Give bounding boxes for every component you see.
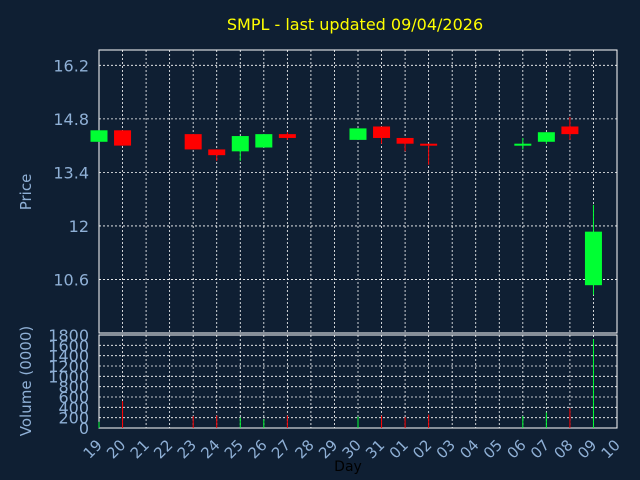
candle-body bbox=[514, 143, 532, 146]
x-tick-label: 24 bbox=[197, 436, 223, 462]
x-tick-label: 10 bbox=[598, 436, 624, 462]
x-tick-label: 09 bbox=[574, 436, 600, 462]
candles bbox=[90, 116, 602, 295]
candle-body bbox=[537, 132, 555, 142]
x-tick-label: 25 bbox=[221, 436, 247, 462]
x-tick-label: 27 bbox=[268, 436, 294, 462]
x-tick-label: 02 bbox=[409, 436, 435, 462]
candle-body bbox=[373, 126, 391, 138]
x-tick-label: 04 bbox=[456, 436, 482, 462]
volume-y-tick-label: 1400 bbox=[48, 347, 89, 366]
candle-body bbox=[231, 136, 249, 152]
x-tick-label: 01 bbox=[386, 436, 412, 462]
volume-bars bbox=[98, 339, 594, 428]
volume-y-tick-label: 1000 bbox=[48, 367, 89, 386]
candle-body bbox=[208, 149, 226, 156]
price-y-tick-label: 14.8 bbox=[53, 110, 89, 129]
price-y-tick-label: 10.6 bbox=[53, 270, 89, 289]
candle-body bbox=[255, 134, 273, 148]
price-axis-label: Price bbox=[17, 174, 35, 211]
price-y-tick-label: 16.2 bbox=[53, 56, 89, 75]
x-axis-label: Day bbox=[334, 459, 362, 475]
chart-title: SMPL - last updated 09/04/2026 bbox=[227, 15, 483, 34]
candle-body bbox=[278, 134, 296, 138]
x-tick-label: 06 bbox=[503, 436, 529, 462]
candle-body bbox=[349, 128, 367, 140]
volume-axis-label: Volume (0000) bbox=[17, 326, 35, 436]
x-tick-label: 08 bbox=[551, 436, 577, 462]
candle-body bbox=[561, 126, 579, 135]
price-y-tick-label: 12 bbox=[69, 217, 89, 236]
x-tick-label: 26 bbox=[244, 436, 270, 462]
candle-body bbox=[114, 130, 132, 146]
price-y-tick-label: 13.4 bbox=[53, 163, 89, 182]
x-tick-label: 07 bbox=[527, 436, 553, 462]
volume-y-tick-label: 1800 bbox=[48, 326, 89, 345]
x-tick-label: 31 bbox=[362, 436, 388, 462]
candle-body bbox=[184, 134, 202, 150]
candle-body bbox=[90, 130, 108, 142]
volume-y-tick-label: 400 bbox=[58, 398, 89, 417]
x-tick-label: 28 bbox=[292, 436, 318, 462]
x-tick-label: 23 bbox=[174, 436, 200, 462]
volume-y-tick-label: 600 bbox=[58, 388, 89, 407]
x-tick-label: 22 bbox=[150, 436, 176, 462]
price-y-ticks: 16.2 14.8 13.4 12 10.6 bbox=[53, 56, 89, 289]
price-grid bbox=[99, 50, 617, 333]
x-tick-label: 20 bbox=[103, 436, 129, 462]
x-tick-label: 19 bbox=[80, 436, 106, 462]
volume-y-tick-label: 0 bbox=[79, 419, 89, 438]
x-tick-label: 05 bbox=[480, 436, 506, 462]
volume-y-tick-label: 200 bbox=[58, 409, 89, 428]
candle-body bbox=[396, 137, 414, 144]
candle-body bbox=[584, 231, 602, 286]
volume-grid bbox=[99, 334, 617, 429]
candle-body bbox=[420, 143, 438, 146]
x-tick-label: 03 bbox=[433, 436, 459, 462]
x-tick-label: 21 bbox=[127, 436, 153, 462]
volume-y-tick-label: 1200 bbox=[48, 357, 89, 376]
volume-y-tick-label: 800 bbox=[58, 378, 89, 397]
volume-y-tick-label: 1600 bbox=[48, 336, 89, 355]
